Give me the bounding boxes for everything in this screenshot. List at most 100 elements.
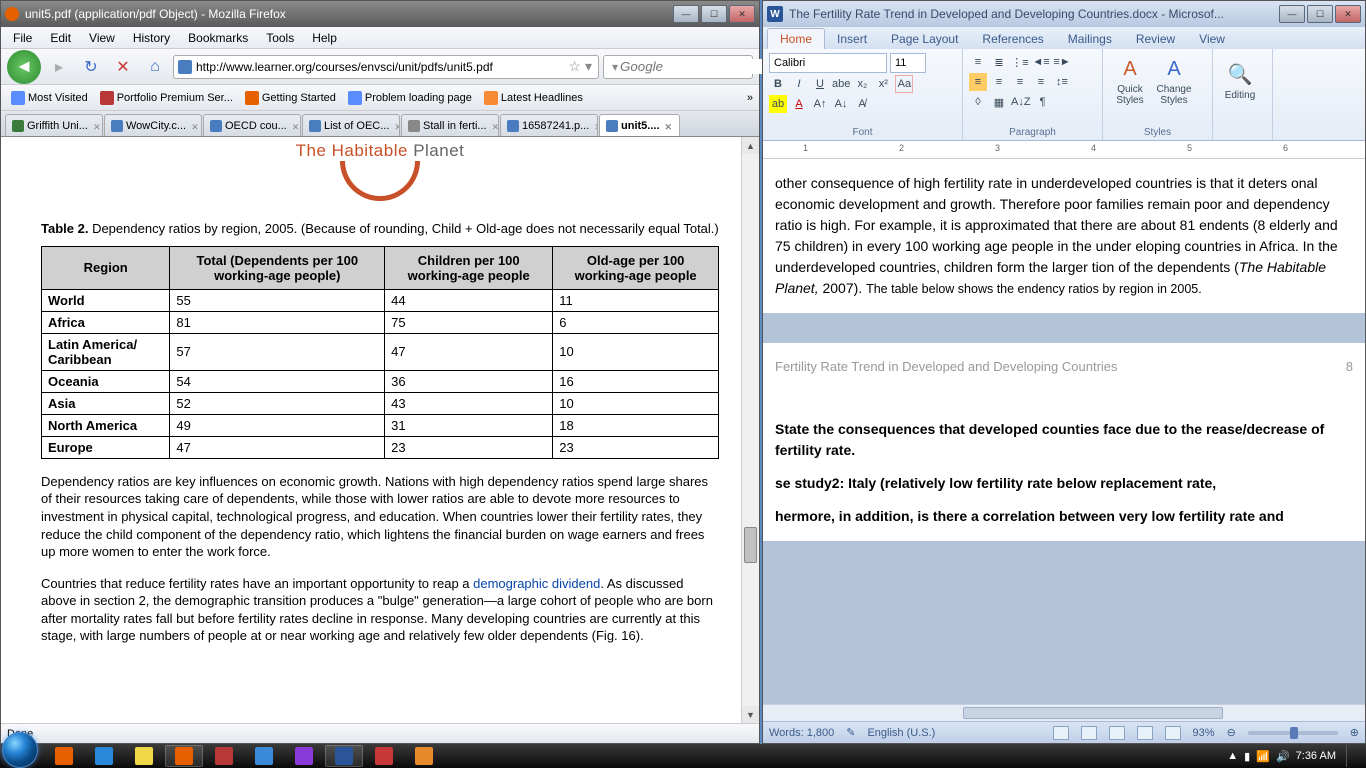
borders-button[interactable]: ▦: [990, 93, 1008, 111]
bookmark-item[interactable]: Latest Headlines: [480, 89, 587, 107]
tab-close-icon[interactable]: ✕: [594, 122, 598, 130]
word-page-2[interactable]: Fertility Rate Trend in Developed and De…: [763, 343, 1365, 541]
shrink-font-button[interactable]: A↓: [832, 95, 850, 113]
outline-view[interactable]: [1137, 726, 1153, 740]
bookmark-star-icon[interactable]: ☆: [568, 58, 581, 75]
search-bar[interactable]: ▾: [603, 55, 753, 79]
scroll-up-button[interactable]: ▲: [742, 137, 759, 154]
font-name-select[interactable]: Calibri: [769, 53, 887, 73]
back-button[interactable]: ◄: [7, 50, 41, 84]
bookmarks-overflow[interactable]: »: [747, 92, 753, 104]
zoom-slider[interactable]: [1248, 731, 1338, 735]
bold-button[interactable]: B: [769, 75, 787, 93]
grow-font-button[interactable]: A↑: [811, 95, 829, 113]
numbering-button[interactable]: ≣: [990, 53, 1008, 71]
word-minimize-button[interactable]: —: [1279, 5, 1305, 23]
ribbon-tab-home[interactable]: Home: [767, 28, 825, 49]
ribbon-tab-page-layout[interactable]: Page Layout: [879, 29, 970, 49]
zoom-level[interactable]: 93%: [1193, 727, 1215, 739]
scroll-thumb[interactable]: [744, 527, 757, 563]
tab-close-icon[interactable]: ✕: [292, 122, 300, 130]
taskbar-app-button[interactable]: [85, 745, 123, 767]
bookmark-item[interactable]: Getting Started: [241, 89, 340, 107]
hscroll-thumb[interactable]: [963, 707, 1223, 719]
show-marks-button[interactable]: ¶: [1034, 93, 1052, 111]
tab-close-icon[interactable]: ✕: [492, 122, 499, 130]
taskbar-app-button[interactable]: [365, 745, 403, 767]
full-screen-view[interactable]: [1081, 726, 1097, 740]
align-left-button[interactable]: ≡: [969, 73, 987, 91]
taskbar-app-button[interactable]: [325, 745, 363, 767]
tray-clock[interactable]: 7:36 AM: [1296, 750, 1336, 762]
case-button[interactable]: Aa: [895, 75, 913, 93]
word-horizontal-scrollbar[interactable]: [763, 704, 1365, 721]
taskbar-app-button[interactable]: [165, 745, 203, 767]
indent-left-button[interactable]: ◄≡: [1032, 53, 1050, 71]
zoom-in-button[interactable]: ⊕: [1350, 726, 1359, 739]
ribbon-tab-review[interactable]: Review: [1124, 29, 1187, 49]
justify-button[interactable]: ≡: [1032, 73, 1050, 91]
firefox-scrollbar[interactable]: ▲ ▼: [741, 137, 759, 723]
menu-tools[interactable]: Tools: [258, 29, 302, 47]
superscript-button[interactable]: x²: [874, 75, 892, 93]
clear-format-button[interactable]: A̸: [853, 95, 871, 113]
menu-view[interactable]: View: [81, 29, 123, 47]
draft-view[interactable]: [1165, 726, 1181, 740]
taskbar-app-button[interactable]: [205, 745, 243, 767]
strike-button[interactable]: abe: [832, 75, 850, 93]
show-desktop-button[interactable]: [1346, 745, 1356, 767]
word-page-1[interactable]: other consequence of high fertility rate…: [763, 159, 1365, 343]
browser-tab[interactable]: WowCity.c...✕: [104, 114, 202, 136]
maximize-button[interactable]: ☐: [701, 5, 727, 23]
web-layout-view[interactable]: [1109, 726, 1125, 740]
browser-tab[interactable]: Griffith Uni...✕: [5, 114, 103, 136]
highlight-button[interactable]: ab: [769, 95, 787, 113]
tray-network-icon[interactable]: 📶: [1256, 750, 1270, 763]
italic-button[interactable]: I: [790, 75, 808, 93]
browser-tab[interactable]: unit5....✕: [599, 114, 680, 136]
quick-styles-button[interactable]: AQuick Styles: [1109, 53, 1151, 109]
multilevel-button[interactable]: ⋮≡: [1011, 53, 1029, 71]
sort-button[interactable]: A↓Z: [1011, 93, 1031, 111]
taskbar-app-button[interactable]: [285, 745, 323, 767]
ruler[interactable]: 123456: [763, 141, 1365, 159]
underline-button[interactable]: U: [811, 75, 829, 93]
editing-button[interactable]: 🔍Editing: [1219, 53, 1261, 109]
taskbar-app-button[interactable]: [245, 745, 283, 767]
scroll-down-button[interactable]: ▼: [742, 706, 759, 723]
shading-button[interactable]: ◊: [969, 93, 987, 111]
tab-close-icon[interactable]: ✕: [665, 122, 673, 130]
bookmark-item[interactable]: Portfolio Premium Ser...: [96, 89, 237, 107]
taskbar-app-button[interactable]: [405, 745, 443, 767]
browser-tab[interactable]: OECD cou...✕: [203, 114, 301, 136]
align-right-button[interactable]: ≡: [1011, 73, 1029, 91]
language-status[interactable]: English (U.S.): [867, 727, 935, 739]
start-button[interactable]: [2, 732, 38, 768]
zoom-out-button[interactable]: ⊖: [1227, 726, 1236, 739]
url-input[interactable]: [196, 60, 566, 74]
demographic-dividend-link[interactable]: demographic dividend: [473, 576, 600, 591]
taskbar-app-button[interactable]: [45, 745, 83, 767]
reload-button[interactable]: ↻: [77, 53, 105, 81]
indent-right-button[interactable]: ≡►: [1053, 53, 1071, 71]
proofing-icon[interactable]: ✎: [846, 726, 855, 739]
tray-flag-icon[interactable]: ▲: [1227, 750, 1238, 762]
tab-close-icon[interactable]: ✕: [394, 122, 400, 130]
bookmark-item[interactable]: Problem loading page: [344, 89, 476, 107]
firefox-titlebar[interactable]: unit5.pdf (application/pdf Object) - Moz…: [1, 1, 759, 27]
print-layout-view[interactable]: [1053, 726, 1069, 740]
subscript-button[interactable]: x₂: [853, 75, 871, 93]
minimize-button[interactable]: —: [673, 5, 699, 23]
ribbon-tab-mailings[interactable]: Mailings: [1056, 29, 1124, 49]
menu-help[interactable]: Help: [304, 29, 345, 47]
font-color-button[interactable]: A: [790, 95, 808, 113]
ribbon-tab-view[interactable]: View: [1187, 29, 1237, 49]
browser-tab[interactable]: Stall in ferti...✕: [401, 114, 499, 136]
forward-button[interactable]: ▸: [45, 53, 73, 81]
bullets-button[interactable]: ≡: [969, 53, 987, 71]
menu-history[interactable]: History: [125, 29, 178, 47]
word-close-button[interactable]: ✕: [1335, 5, 1361, 23]
menu-edit[interactable]: Edit: [42, 29, 79, 47]
tab-close-icon[interactable]: ✕: [93, 122, 101, 130]
address-bar[interactable]: ☆ ▾: [173, 55, 599, 79]
